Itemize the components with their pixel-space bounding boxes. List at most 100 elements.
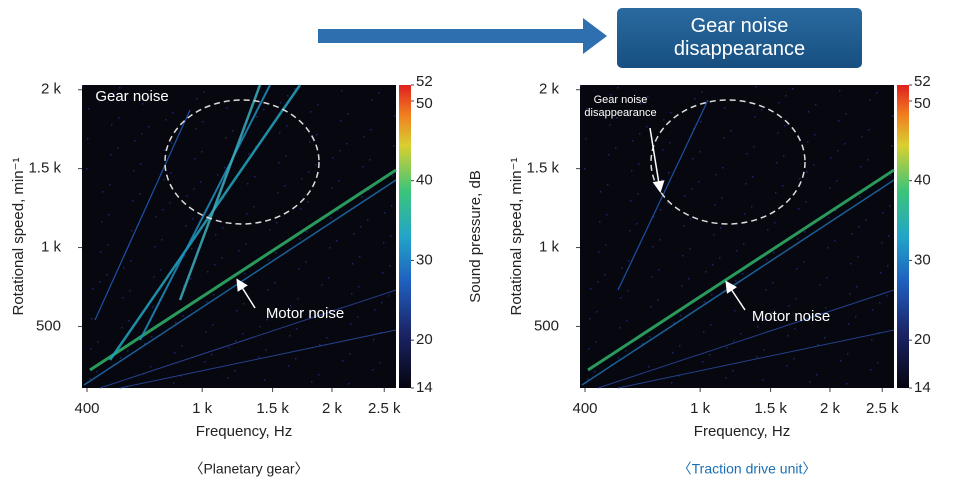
speckle <box>393 145 395 147</box>
speckle <box>660 209 662 211</box>
speckle <box>359 256 361 258</box>
speckle <box>839 90 841 92</box>
speckle <box>204 361 206 363</box>
speckle <box>762 379 764 381</box>
speckle <box>585 138 587 140</box>
speckle <box>154 246 156 248</box>
speckle <box>691 188 693 190</box>
speckle <box>663 119 665 121</box>
speckle <box>808 111 810 113</box>
speckle <box>851 233 853 235</box>
speckle <box>690 218 692 220</box>
speckle <box>164 149 166 151</box>
speckle <box>678 375 680 377</box>
speckle <box>329 247 331 249</box>
speckle <box>652 246 654 248</box>
speckle <box>637 193 639 195</box>
speckle <box>315 164 317 166</box>
speckle <box>183 285 185 287</box>
noise-streak <box>597 289 895 389</box>
speckle <box>756 356 758 358</box>
speckle <box>741 303 743 305</box>
speckle <box>339 150 341 152</box>
speckle <box>819 284 821 286</box>
speckle <box>140 163 142 165</box>
speckle <box>131 230 133 232</box>
speckle <box>792 88 794 90</box>
speckle <box>743 243 745 245</box>
speckle <box>309 141 311 143</box>
speckle <box>121 327 123 329</box>
speckle <box>778 102 780 104</box>
speckle <box>191 248 193 250</box>
speckle <box>97 341 99 343</box>
x-tick-label: 1 k <box>690 400 711 417</box>
speckle <box>700 121 702 123</box>
speckle <box>215 234 217 236</box>
speckle <box>92 288 94 290</box>
x-tick-label: 1.5 k <box>754 400 787 417</box>
speckle <box>363 136 365 138</box>
speckle <box>667 202 669 204</box>
speckle <box>799 178 801 180</box>
speckle <box>181 345 183 347</box>
annotation: Motor noise <box>752 310 830 324</box>
speckle <box>889 205 891 207</box>
speckle <box>316 134 318 136</box>
speckle <box>720 227 722 229</box>
speckle <box>688 278 690 280</box>
speckle <box>776 162 778 164</box>
speckle <box>746 153 748 155</box>
noise-streak <box>581 179 895 386</box>
speckle <box>127 350 129 352</box>
speckle <box>308 171 310 173</box>
noise-streak <box>108 84 302 361</box>
speckle <box>384 212 386 214</box>
speckle <box>680 315 682 317</box>
speckle <box>594 371 596 373</box>
speckle <box>301 178 303 180</box>
x-tick-label: 1 k <box>192 400 213 417</box>
speckle <box>257 86 259 88</box>
speckle <box>245 243 247 245</box>
speckle <box>620 297 622 299</box>
speckle <box>806 171 808 173</box>
speckle <box>351 293 353 295</box>
speckle <box>701 91 703 93</box>
speckle <box>232 130 234 132</box>
speckle <box>307 201 309 203</box>
speckle <box>589 318 591 320</box>
speckle <box>704 301 706 303</box>
speckle <box>670 112 672 114</box>
speckle <box>835 210 837 212</box>
speckle <box>294 88 296 90</box>
speckle <box>207 271 209 273</box>
speckle <box>326 337 328 339</box>
speckle <box>141 133 143 135</box>
annotation-text: Gear noise <box>95 90 169 105</box>
speckle <box>347 113 349 115</box>
speckle <box>389 265 391 267</box>
spectrogram-background <box>580 85 894 388</box>
speckle <box>90 348 92 350</box>
speckle <box>710 324 712 326</box>
speckle <box>234 370 236 372</box>
speckle <box>787 335 789 337</box>
speckle <box>772 282 774 284</box>
speckle <box>285 155 287 157</box>
speckle <box>828 217 830 219</box>
speckle <box>226 107 228 109</box>
speckle <box>224 167 226 169</box>
speckle <box>757 326 759 328</box>
speckle <box>845 113 847 115</box>
speckle <box>610 94 612 96</box>
speckle <box>221 257 223 259</box>
speckle <box>682 255 684 257</box>
speckle <box>698 181 700 183</box>
speckle <box>214 264 216 266</box>
speckle <box>266 319 268 321</box>
speckle <box>382 272 384 274</box>
speckle <box>193 188 195 190</box>
speckle <box>374 309 376 311</box>
